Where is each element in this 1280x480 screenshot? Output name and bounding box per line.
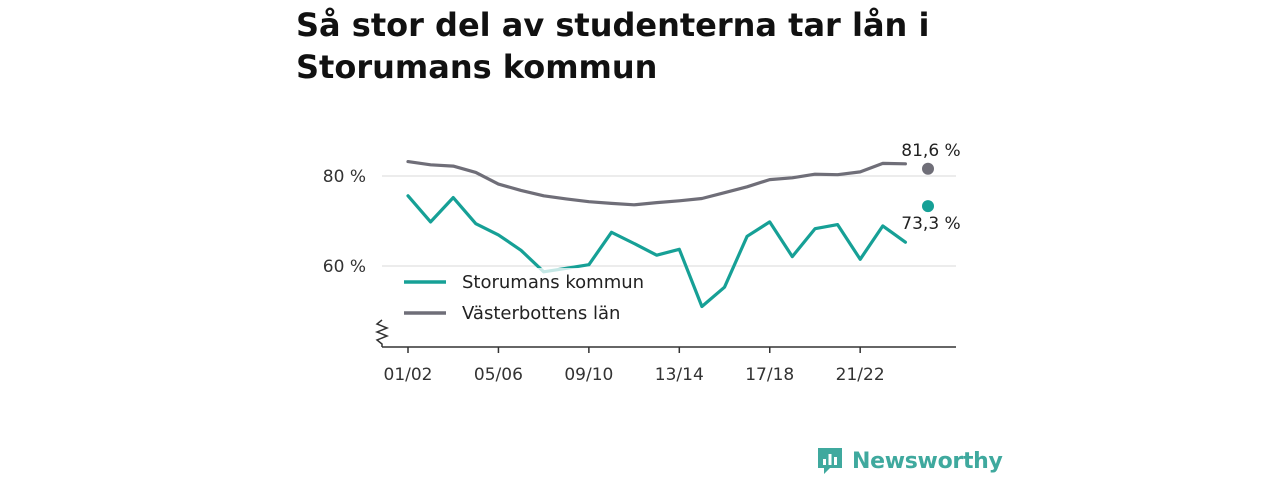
axes: 01/02 05/06 09/10 13/14 17/18 21/22	[374, 319, 956, 385]
y-tick-label: 60 %	[323, 257, 366, 277]
y-tick-label: 80 %	[323, 167, 366, 187]
legend-label: Västerbottens län	[462, 303, 620, 324]
newsworthy-logo-icon	[818, 448, 842, 474]
chart-title: Så stor del av studenterna tar lån i Sto…	[296, 6, 930, 86]
storuman-end-label: 73,3 %	[901, 214, 960, 234]
vasterbotten-end-label: 81,6 %	[901, 141, 960, 161]
line-chart: 60 %80 % 01/02 05/06 09/10 13/14 17/18 21/22 …	[323, 141, 961, 385]
brand-name: Newsworthy	[852, 448, 1003, 474]
storuman-line	[406, 194, 908, 309]
axis-break-icon	[374, 319, 390, 347]
legend: Storumans kommun Västerbottens län	[394, 268, 666, 327]
x-tick-label: 21/22	[836, 365, 885, 385]
legend-label: Storumans kommun	[462, 272, 644, 293]
x-tick-label: 13/14	[655, 365, 704, 385]
x-tick-label: 01/02	[384, 365, 433, 385]
series-lines	[406, 160, 908, 309]
brand-footer: Newsworthy	[816, 446, 1003, 476]
x-tick-label: 05/06	[474, 365, 523, 385]
vasterbotten-end-marker	[922, 162, 934, 175]
storuman-end-marker	[922, 200, 934, 213]
end-labels: 73,3 % 81,6 %	[901, 141, 960, 234]
x-tick-label: 09/10	[564, 365, 613, 385]
x-tick-label: 17/18	[745, 365, 794, 385]
vasterbotten-line	[406, 160, 908, 207]
gridlines: 60 % 80 %	[323, 167, 956, 277]
